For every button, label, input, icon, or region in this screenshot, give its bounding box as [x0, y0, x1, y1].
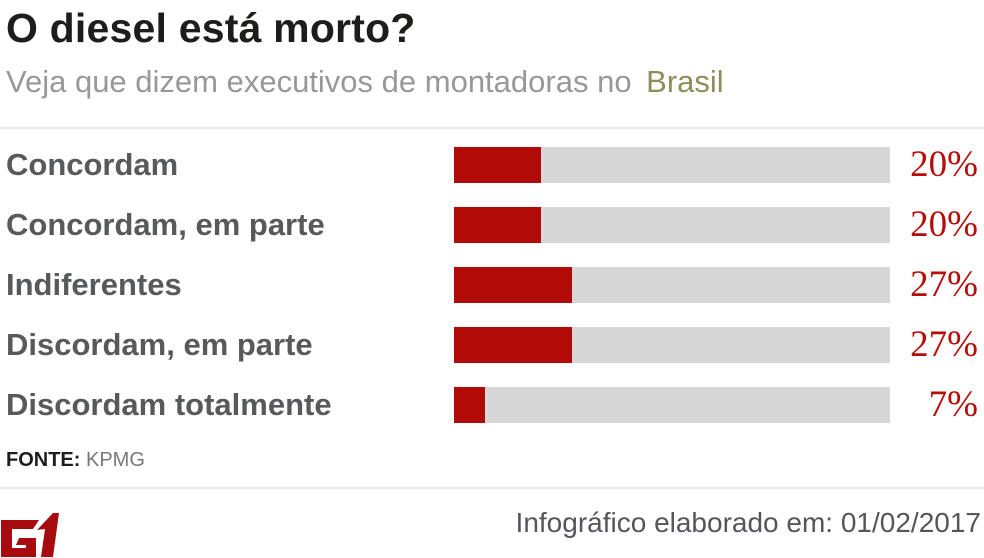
divider-top [0, 127, 984, 129]
bar-track [454, 267, 890, 303]
bar-fill [454, 207, 542, 243]
divider-bottom [0, 487, 984, 489]
bar-value: 20% [910, 144, 978, 185]
g1-logo-icon [1, 513, 59, 557]
bar-fill [454, 147, 542, 183]
subtitle-highlight: Brasil [640, 64, 730, 99]
footer: Infográfico elaborado em: 01/02/2017 [0, 489, 984, 557]
source-label: FONTE: [6, 449, 81, 471]
bar-value: 27% [910, 324, 978, 365]
source-value: KPMG [86, 449, 145, 471]
bar-label: Discordam, em parte [6, 327, 313, 362]
chart-row: Concordam 20% [0, 135, 984, 195]
bar-track [454, 147, 890, 183]
bar-label: Concordam, em parte [6, 207, 325, 242]
bar-label: Concordam [6, 147, 179, 182]
bar-track [454, 387, 890, 423]
bar-fill [454, 327, 572, 363]
bar-value: 20% [910, 204, 978, 245]
bar-track [454, 327, 890, 363]
chart-row: Discordam totalmente 7% [0, 375, 984, 435]
bar-value: 27% [910, 264, 978, 305]
bar-chart: Concordam 20% Concordam, em parte 20% Indife… [0, 135, 984, 435]
subtitle-text: Veja que dizem executivos de montadoras … [6, 64, 641, 99]
page-subtitle: Veja que dizem executivos de montadoras … [6, 62, 984, 102]
g1-logo [0, 511, 60, 557]
bar-value: 7% [928, 384, 978, 425]
chart-row: Discordam, em parte 27% [0, 315, 984, 375]
bar-label: Discordam totalmente [6, 387, 332, 422]
chart-row: Concordam, em parte 20% [0, 195, 984, 255]
page-title: O diesel está morto? [6, 5, 416, 51]
credit-text: Infográfico elaborado em: 01/02/2017 [515, 507, 981, 538]
bar-track [454, 207, 890, 243]
bar-fill [454, 387, 485, 423]
source-row: FONTE: KPMG [6, 449, 984, 471]
chart-row: Indiferentes 27% [0, 255, 984, 315]
bar-fill [454, 267, 572, 303]
bar-label: Indiferentes [6, 267, 182, 302]
